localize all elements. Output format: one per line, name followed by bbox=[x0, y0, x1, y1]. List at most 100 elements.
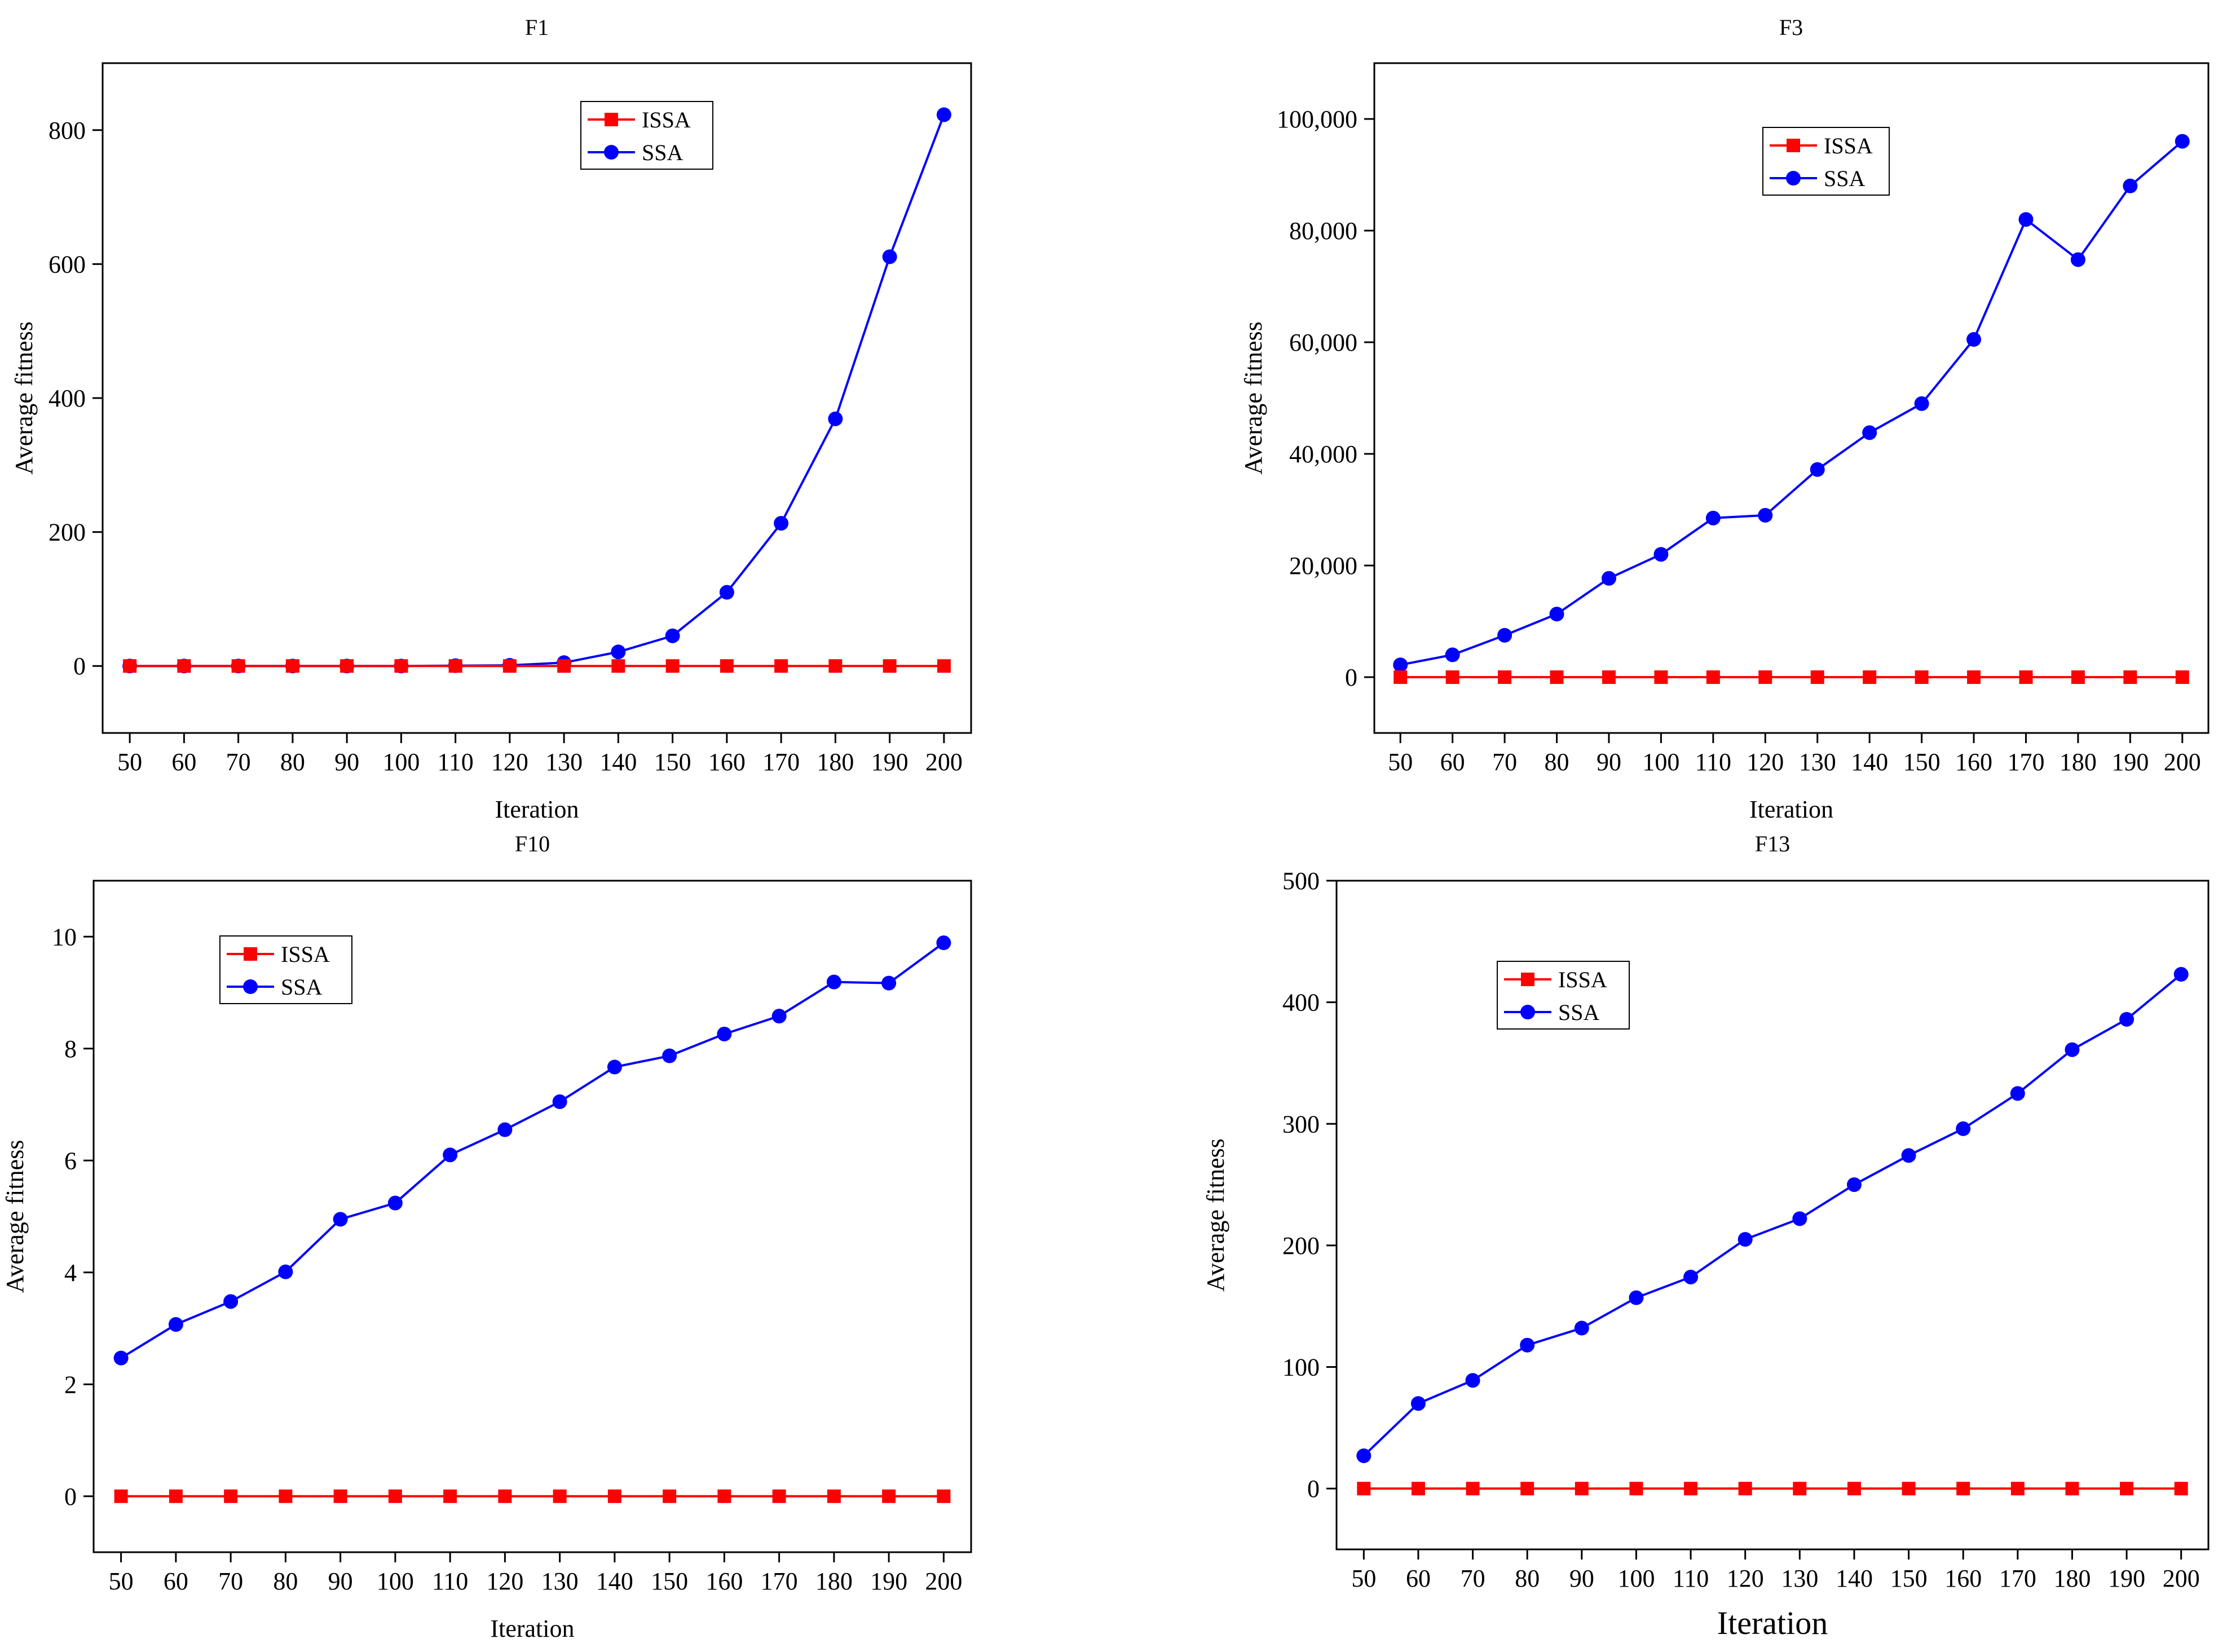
x-tick-label: 50 bbox=[1351, 1565, 1376, 1592]
data-point-ssa bbox=[2010, 1086, 2025, 1101]
data-point-ssa bbox=[168, 1317, 183, 1332]
series-line-ssa bbox=[1362, 973, 2182, 1457]
x-tick-label: 180 bbox=[817, 748, 854, 776]
data-point-ssa bbox=[113, 1350, 129, 1366]
data-point-ssa bbox=[552, 1094, 567, 1110]
data-point-ssa bbox=[1574, 1320, 1589, 1336]
data-point-issa bbox=[333, 1489, 347, 1503]
data-point-issa bbox=[1956, 1482, 1970, 1496]
data-point-issa bbox=[1629, 1482, 1643, 1496]
y-tick-label: 2 bbox=[64, 1371, 77, 1398]
data-point-issa bbox=[553, 1489, 567, 1503]
data-point-issa bbox=[2010, 1482, 2025, 1496]
data-point-issa bbox=[2120, 1482, 2134, 1496]
data-point-issa bbox=[394, 659, 408, 673]
legend-marker-ssa bbox=[604, 145, 619, 160]
x-tick-label: 150 bbox=[654, 748, 691, 776]
x-tick-label: 140 bbox=[599, 748, 637, 776]
x-tick-label: 180 bbox=[2060, 748, 2097, 776]
legend-marker-ssa bbox=[1786, 171, 1801, 185]
x-tick-label: 80 bbox=[1545, 748, 1569, 776]
legend: ISSA SSA bbox=[580, 101, 713, 170]
data-point-ssa bbox=[936, 107, 951, 122]
data-point-ssa bbox=[1792, 1211, 1807, 1226]
data-point-ssa bbox=[1683, 1269, 1699, 1284]
x-tick-label: 200 bbox=[2164, 748, 2201, 776]
data-point-issa bbox=[557, 659, 571, 673]
data-point-issa bbox=[388, 1489, 402, 1503]
data-point-ssa bbox=[2173, 967, 2189, 982]
data-point-ssa bbox=[1810, 462, 1825, 477]
x-tick-label: 180 bbox=[2053, 1565, 2091, 1592]
x-tick-label: 200 bbox=[2163, 1565, 2200, 1592]
x-tick-label: 190 bbox=[870, 1567, 907, 1595]
data-point-issa bbox=[828, 659, 843, 673]
data-point-ssa bbox=[2175, 134, 2190, 149]
x-axis-label: Iteration bbox=[490, 1615, 574, 1642]
x-tick-label: 90 bbox=[328, 1567, 353, 1595]
x-tick-label: 90 bbox=[334, 748, 359, 776]
x-tick-label: 100 bbox=[382, 748, 420, 776]
chart-title: F3 bbox=[1779, 15, 1803, 40]
legend-marker-issa bbox=[1521, 973, 1534, 986]
x-tick-label: 200 bbox=[925, 748, 963, 776]
data-point-issa bbox=[224, 1489, 238, 1503]
data-point-issa bbox=[2019, 670, 2033, 684]
data-point-issa bbox=[502, 659, 517, 673]
data-point-ssa bbox=[1549, 607, 1564, 622]
x-tick-label: 190 bbox=[2111, 748, 2149, 776]
data-point-ssa bbox=[333, 1212, 348, 1227]
y-tick-label: 0 bbox=[1307, 1475, 1320, 1503]
plot-frame bbox=[92, 880, 972, 1553]
x-tick-label: 160 bbox=[1944, 1565, 1982, 1592]
x-tick-label: 190 bbox=[871, 748, 909, 776]
plot-frame bbox=[1373, 62, 2210, 734]
data-point-issa bbox=[1466, 1482, 1480, 1496]
data-point-issa bbox=[1758, 670, 1772, 684]
data-point-issa bbox=[231, 659, 245, 673]
x-axis-label: Iteration bbox=[495, 796, 579, 823]
legend-box bbox=[1497, 961, 1630, 1030]
data-point-ssa bbox=[1705, 510, 1721, 525]
data-point-ssa bbox=[1497, 628, 1512, 643]
y-tick-label: 6 bbox=[64, 1147, 77, 1174]
y-tick-label: 600 bbox=[48, 250, 86, 278]
x-tick-label: 70 bbox=[1461, 1565, 1485, 1592]
data-point-ssa bbox=[1356, 1448, 1372, 1463]
data-point-issa bbox=[883, 659, 897, 673]
x-tick-label: 170 bbox=[2007, 748, 2044, 776]
data-point-ssa bbox=[936, 935, 951, 951]
data-point-ssa bbox=[2065, 1042, 2080, 1057]
x-tick-label: 150 bbox=[1890, 1565, 1928, 1592]
data-point-ssa bbox=[771, 1009, 787, 1024]
legend: ISSA SSA bbox=[1497, 961, 1630, 1030]
data-point-issa bbox=[2071, 670, 2085, 684]
y-tick-label: 80,000 bbox=[1289, 217, 1357, 245]
chart-panel-f1: F1 50 60 70 80 90 100 110 120 130 140 150 160 170 180 1… bbox=[10, 15, 972, 823]
legend: ISSA SSA bbox=[1762, 127, 1890, 196]
data-point-issa bbox=[2175, 670, 2189, 684]
data-point-issa bbox=[1738, 1482, 1752, 1496]
x-tick-label: 60 bbox=[164, 1567, 188, 1595]
data-point-ssa bbox=[1846, 1177, 1862, 1192]
data-point-ssa bbox=[1445, 647, 1460, 662]
x-tick-label: 140 bbox=[596, 1567, 633, 1595]
data-point-issa bbox=[772, 1489, 786, 1503]
x-tick-label: 140 bbox=[1851, 748, 1888, 776]
data-point-issa bbox=[448, 659, 462, 673]
x-tick-label: 120 bbox=[486, 1567, 523, 1595]
data-point-ssa bbox=[2070, 252, 2085, 267]
x-tick-label: 90 bbox=[1569, 1565, 1594, 1592]
data-point-ssa bbox=[1914, 396, 1929, 411]
x-tick-label: 160 bbox=[1955, 748, 1992, 776]
data-point-ssa bbox=[774, 516, 789, 531]
legend-marker-issa bbox=[605, 113, 618, 126]
legend-marker-ssa bbox=[1520, 1005, 1535, 1019]
legend-label-issa: ISSA bbox=[642, 107, 691, 132]
data-point-ssa bbox=[1758, 507, 1773, 523]
data-point-ssa bbox=[1520, 1337, 1535, 1353]
data-point-issa bbox=[1445, 670, 1459, 684]
data-point-issa bbox=[611, 659, 625, 673]
data-point-issa bbox=[1915, 670, 1929, 684]
